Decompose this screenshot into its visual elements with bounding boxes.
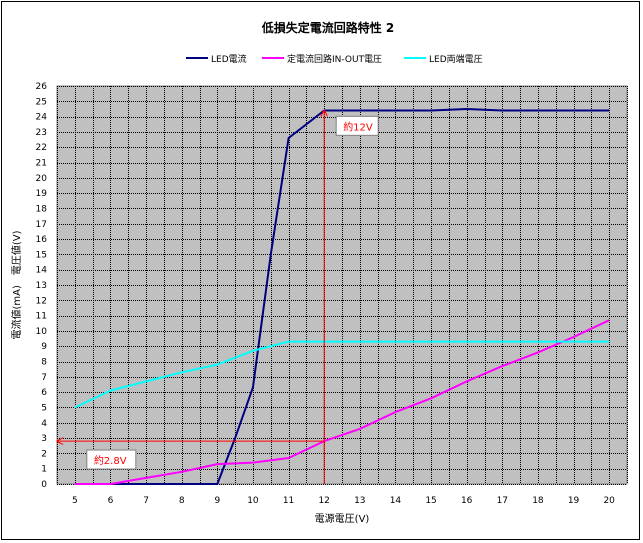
y-tick-label: 23 — [36, 128, 47, 138]
x-tick-label: 6 — [108, 496, 114, 506]
x-tick-label: 12 — [318, 496, 329, 506]
x-tick-label: 20 — [603, 496, 615, 506]
x-tick-label: 5 — [72, 496, 78, 506]
x-tick-label: 8 — [179, 496, 185, 506]
x-tick-label: 11 — [283, 496, 294, 506]
y-tick-label: 24 — [36, 113, 48, 123]
legend-label: 定電流回路IN-OUT電圧 — [287, 53, 382, 65]
series-line-1 — [74, 108, 610, 485]
y-tick-label: 2 — [41, 449, 47, 459]
y-tick-label: 14 — [36, 266, 48, 276]
x-tick-label: 7 — [143, 496, 149, 506]
y-tick-label: 18 — [36, 204, 48, 214]
y-axis-ticks: 0123456789101112131415161718192021222324… — [36, 82, 48, 490]
y-tick-label: 11 — [36, 312, 47, 322]
y-tick-label: 25 — [36, 97, 47, 107]
x-tick-label: 19 — [568, 496, 580, 506]
y-axis-label: 電流値(mA) 電圧値(V) — [10, 230, 23, 339]
annotation-box — [86, 449, 137, 470]
y-tick-label: 21 — [36, 159, 47, 169]
y-tick-label: 20 — [36, 174, 48, 184]
y-tick-label: 13 — [36, 281, 47, 291]
y-tick-label: 7 — [41, 373, 47, 383]
y-tick-label: 9 — [41, 342, 47, 352]
annotation-label: 約12V — [343, 120, 373, 133]
x-tick-label: 17 — [497, 496, 508, 506]
y-tick-label: 4 — [41, 419, 47, 429]
y-tick-label: 0 — [41, 480, 47, 490]
legend-label: LED電流 — [211, 53, 247, 65]
y-tick-label: 6 — [41, 388, 47, 398]
y-tick-label: 17 — [36, 220, 47, 230]
y-tick-label: 22 — [36, 143, 47, 153]
x-axis-label: 電源電圧(V) — [315, 512, 370, 525]
annotation-layer: 約12V 約2.8V — [57, 110, 379, 484]
y-tick-label: 15 — [36, 250, 47, 260]
y-tick-label: 5 — [41, 403, 47, 413]
annotation-box — [335, 115, 379, 136]
x-tick-label: 9 — [214, 496, 220, 506]
x-tick-label: 16 — [461, 496, 473, 506]
chart-title: 低損失定電流回路特性 2 — [261, 20, 395, 35]
y-tick-label: 8 — [41, 358, 47, 368]
y-tick-label: 10 — [36, 327, 48, 337]
series-layer — [74, 108, 610, 485]
series-line-3 — [74, 340, 610, 409]
y-tick-label: 12 — [36, 296, 47, 306]
legend-label: LED両端電圧 — [429, 53, 483, 65]
chart-legend: LED電流 定電流回路IN-OUT電圧 LED両端電圧 — [186, 53, 483, 65]
x-tick-label: 14 — [390, 496, 402, 506]
x-tick-label: 15 — [425, 496, 436, 506]
y-tick-label: 26 — [36, 82, 48, 92]
x-tick-label: 10 — [247, 496, 259, 506]
x-tick-label: 13 — [354, 496, 365, 506]
x-axis-ticks: 5 6 7 8 9 10 11 12 13 14 15 16 17 18 19 20 — [72, 496, 615, 506]
annotation-label: 約2.8V — [94, 454, 127, 467]
y-tick-label: 3 — [41, 434, 47, 444]
y-tick-label: 16 — [36, 235, 48, 245]
y-tick-label: 1 — [41, 465, 47, 475]
grid-lines — [57, 86, 628, 485]
y-tick-label: 19 — [36, 189, 48, 199]
x-tick-label: 18 — [532, 496, 544, 506]
series-line-2 — [74, 319, 610, 485]
